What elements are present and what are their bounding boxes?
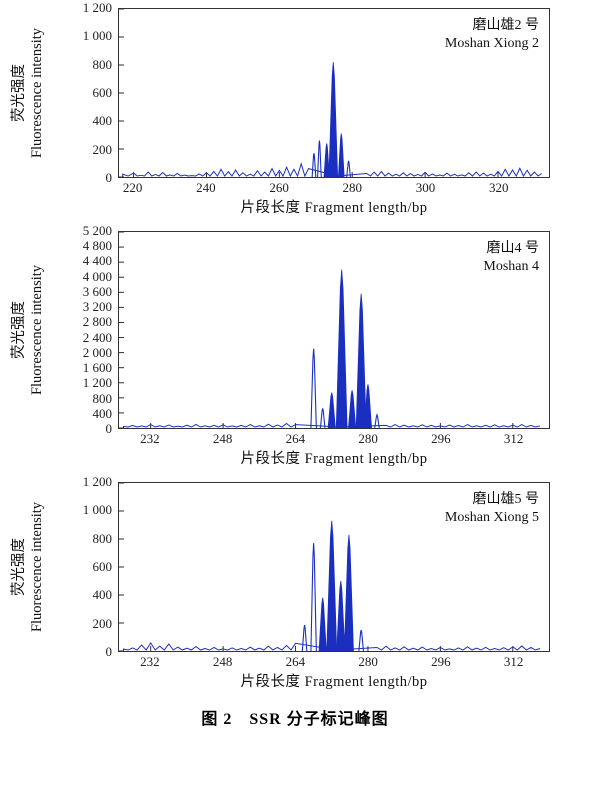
figure-caption: 图 2 SSR 分子标记峰图 — [20, 705, 570, 729]
plot-area: 磨山4 号Moshan 4 — [118, 231, 550, 429]
chart-3: 02004006008001 0001 200荧光强度Fluorescence … — [20, 482, 570, 691]
y-tick: 800 — [93, 391, 113, 407]
y-tick: 600 — [93, 559, 113, 575]
y-tick: 800 — [93, 57, 113, 73]
plot-area: 磨山雄5 号Moshan Xiong 5 — [118, 482, 550, 652]
x-tick: 280 — [358, 431, 378, 447]
y-tick: 400 — [93, 587, 113, 603]
x-tick: 296 — [431, 654, 451, 670]
x-tick: 232 — [140, 654, 160, 670]
y-tick: 1 000 — [83, 502, 112, 518]
y-tick: 3 200 — [83, 299, 112, 315]
y-tick: 1 600 — [83, 360, 112, 376]
y-tick: 800 — [93, 531, 113, 547]
y-tick: 400 — [93, 113, 113, 129]
x-axis-label: 片段长度 Fragment length/bp — [118, 196, 550, 217]
x-tick: 280 — [358, 654, 378, 670]
x-axis-label: 片段长度 Fragment length/bp — [118, 670, 550, 691]
y-tick: 0 — [106, 421, 113, 437]
y-tick: 1 000 — [83, 28, 112, 44]
x-tick: 220 — [123, 180, 143, 196]
x-tick: 260 — [269, 180, 289, 196]
x-tick: 296 — [431, 431, 451, 447]
y-tick: 4 400 — [83, 253, 112, 269]
y-tick: 1 200 — [83, 375, 112, 391]
figure-container: 02004006008001 0001 200荧光强度Fluorescence … — [20, 8, 570, 729]
x-tick: 320 — [489, 180, 509, 196]
x-tick: 248 — [213, 431, 233, 447]
y-tick: 5 200 — [83, 223, 112, 239]
y-tick: 4 800 — [83, 238, 112, 254]
x-tick: 248 — [213, 654, 233, 670]
x-tick: 264 — [286, 654, 306, 670]
y-tick: 2 800 — [83, 314, 112, 330]
y-tick: 2 400 — [83, 330, 112, 346]
x-tick: 312 — [504, 431, 524, 447]
y-tick: 4 000 — [83, 269, 112, 285]
y-tick: 3 600 — [83, 284, 112, 300]
plot-area: 磨山雄2 号Moshan Xiong 2 — [118, 8, 550, 178]
x-tick: 232 — [140, 431, 160, 447]
x-tick: 240 — [196, 180, 216, 196]
y-tick: 0 — [106, 644, 113, 660]
y-tick: 1 200 — [83, 474, 112, 490]
y-tick: 2 000 — [83, 345, 112, 361]
x-tick: 280 — [343, 180, 363, 196]
sample-label: 磨山雄5 号Moshan Xiong 5 — [445, 491, 539, 527]
y-axis-label: 荧光强度Fluorescence intensity — [10, 477, 46, 657]
y-tick: 200 — [93, 616, 113, 632]
y-tick: 600 — [93, 85, 113, 101]
y-tick: 400 — [93, 406, 113, 422]
sample-label: 磨山雄2 号Moshan Xiong 2 — [445, 17, 539, 53]
y-axis-label: 荧光强度Fluorescence intensity — [10, 3, 46, 183]
y-tick: 1 200 — [83, 0, 112, 16]
x-tick: 312 — [504, 654, 524, 670]
x-tick: 264 — [286, 431, 306, 447]
x-tick: 300 — [416, 180, 436, 196]
y-axis-label: 荧光强度Fluorescence intensity — [10, 240, 46, 420]
y-tick: 0 — [106, 170, 113, 186]
sample-label: 磨山4 号Moshan 4 — [483, 240, 539, 276]
x-axis-label: 片段长度 Fragment length/bp — [118, 447, 550, 468]
chart-1: 02004006008001 0001 200荧光强度Fluorescence … — [20, 8, 570, 217]
chart-2: 04008001 2001 6002 0002 4002 8003 2003 6… — [20, 231, 570, 468]
y-tick: 200 — [93, 142, 113, 158]
